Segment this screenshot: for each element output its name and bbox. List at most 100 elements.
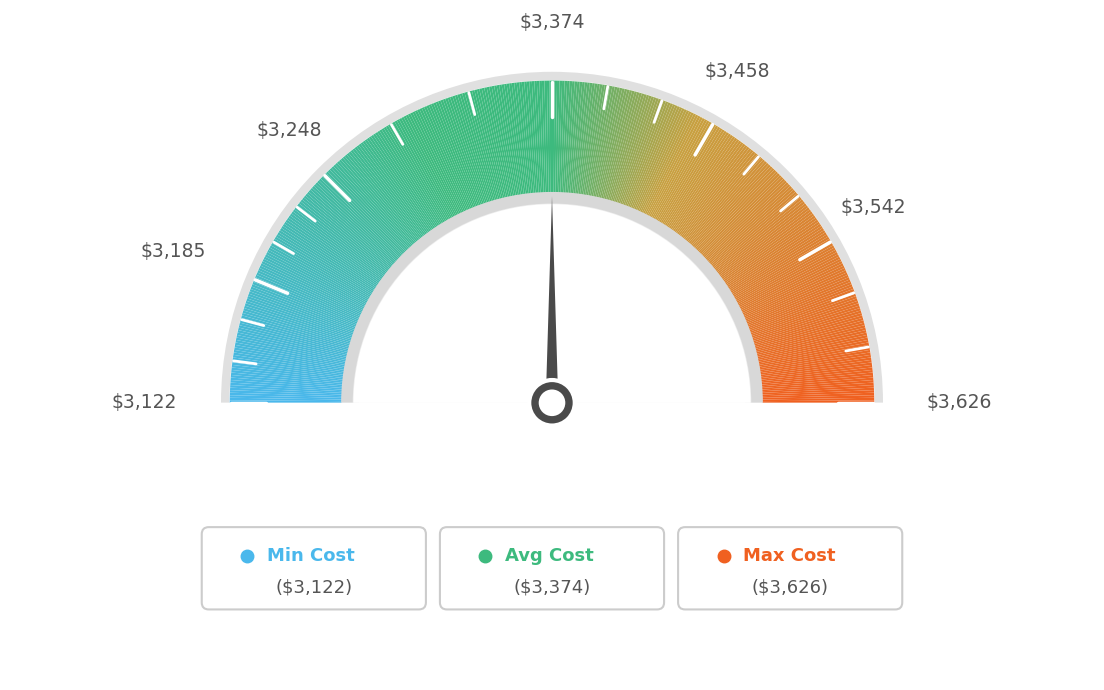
Wedge shape <box>230 388 342 395</box>
Wedge shape <box>265 254 365 307</box>
FancyBboxPatch shape <box>678 527 902 609</box>
Wedge shape <box>762 377 873 388</box>
Wedge shape <box>233 357 344 375</box>
Wedge shape <box>755 318 863 349</box>
Wedge shape <box>495 86 516 196</box>
Wedge shape <box>362 141 429 233</box>
Wedge shape <box>679 147 750 237</box>
Text: ($3,122): ($3,122) <box>275 578 352 596</box>
Wedge shape <box>232 362 343 378</box>
Wedge shape <box>703 179 785 258</box>
Wedge shape <box>527 81 538 193</box>
Wedge shape <box>283 224 378 288</box>
Wedge shape <box>672 139 740 232</box>
Wedge shape <box>426 105 471 209</box>
Wedge shape <box>475 90 503 199</box>
Wedge shape <box>696 168 774 250</box>
Wedge shape <box>598 88 625 198</box>
Wedge shape <box>325 173 404 254</box>
Wedge shape <box>320 177 402 257</box>
Wedge shape <box>240 320 349 351</box>
Wedge shape <box>248 294 354 333</box>
Wedge shape <box>716 201 805 273</box>
Wedge shape <box>700 173 779 254</box>
Wedge shape <box>655 121 712 220</box>
Wedge shape <box>562 81 570 193</box>
Wedge shape <box>743 268 846 316</box>
Wedge shape <box>234 350 344 370</box>
Wedge shape <box>255 275 359 321</box>
Wedge shape <box>485 87 509 197</box>
Wedge shape <box>751 296 857 335</box>
Wedge shape <box>487 87 511 197</box>
Wedge shape <box>309 190 394 265</box>
Wedge shape <box>711 192 797 266</box>
Wedge shape <box>626 101 668 207</box>
Wedge shape <box>578 83 595 195</box>
Wedge shape <box>481 88 508 198</box>
Wedge shape <box>749 289 854 330</box>
Wedge shape <box>692 163 768 247</box>
Wedge shape <box>599 89 627 199</box>
Wedge shape <box>760 357 871 375</box>
Wedge shape <box>742 264 843 313</box>
Wedge shape <box>270 243 370 300</box>
Wedge shape <box>293 209 384 278</box>
Text: $3,122: $3,122 <box>112 393 178 413</box>
Wedge shape <box>467 91 498 200</box>
Wedge shape <box>758 342 869 365</box>
Wedge shape <box>453 95 489 203</box>
Wedge shape <box>606 91 637 200</box>
Wedge shape <box>649 117 703 217</box>
Wedge shape <box>231 375 342 386</box>
Wedge shape <box>501 84 521 195</box>
Polygon shape <box>545 196 559 403</box>
Wedge shape <box>471 90 501 199</box>
Wedge shape <box>254 277 359 322</box>
Wedge shape <box>716 204 807 274</box>
Wedge shape <box>422 107 468 210</box>
Wedge shape <box>646 115 699 215</box>
Wedge shape <box>375 132 438 227</box>
Wedge shape <box>740 257 840 309</box>
Wedge shape <box>618 97 657 204</box>
Wedge shape <box>373 133 436 228</box>
Wedge shape <box>278 230 374 292</box>
Wedge shape <box>697 170 776 252</box>
Text: $3,185: $3,185 <box>140 241 205 261</box>
Wedge shape <box>544 81 549 193</box>
Wedge shape <box>684 153 757 241</box>
Wedge shape <box>514 83 529 194</box>
Wedge shape <box>457 94 491 202</box>
Wedge shape <box>522 81 534 194</box>
Wedge shape <box>746 279 851 324</box>
Wedge shape <box>762 400 874 403</box>
Wedge shape <box>708 186 792 263</box>
Wedge shape <box>371 135 435 229</box>
Wedge shape <box>314 184 397 262</box>
Circle shape <box>539 389 565 416</box>
Wedge shape <box>267 250 367 304</box>
Wedge shape <box>489 86 512 197</box>
Wedge shape <box>443 99 482 205</box>
Wedge shape <box>230 390 342 396</box>
Wedge shape <box>582 83 599 195</box>
Wedge shape <box>266 252 367 306</box>
Wedge shape <box>396 119 453 219</box>
Wedge shape <box>232 360 343 377</box>
Wedge shape <box>284 221 379 286</box>
Wedge shape <box>529 81 539 193</box>
Wedge shape <box>241 315 350 347</box>
Wedge shape <box>592 86 615 197</box>
Wedge shape <box>754 313 862 346</box>
Wedge shape <box>752 303 859 339</box>
Wedge shape <box>758 345 870 366</box>
Wedge shape <box>739 254 839 307</box>
Wedge shape <box>380 129 440 226</box>
Wedge shape <box>403 116 457 216</box>
FancyBboxPatch shape <box>439 527 665 609</box>
Wedge shape <box>411 112 461 214</box>
Wedge shape <box>312 186 396 263</box>
Wedge shape <box>524 81 535 193</box>
Wedge shape <box>491 86 514 197</box>
